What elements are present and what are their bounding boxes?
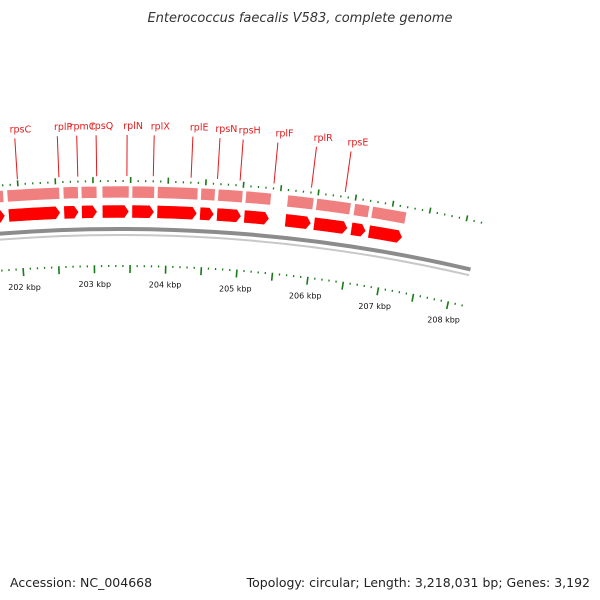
gene-label-leader (152, 135, 155, 177)
gene-feature-band (315, 197, 352, 216)
gene-label-rpsE: rpsE (347, 138, 368, 149)
kbp-tick-label: 207 kbp (358, 302, 391, 311)
gene-feature-band (62, 186, 79, 200)
gene-arrow (7, 206, 61, 223)
gene-label-leader (217, 138, 221, 180)
gene-feature-band (200, 187, 216, 202)
inner-tick-mark (341, 281, 345, 290)
map-title: Enterococcus faecalis V583, complete gen… (147, 11, 452, 26)
outer-tick-mark (391, 200, 395, 207)
gene-label-rplE: rplE (190, 123, 209, 134)
gene-feature-band (101, 185, 130, 199)
gene-label-leader (190, 136, 194, 178)
kbp-tick-label: 203 kbp (78, 280, 111, 289)
inner-tick-mark (306, 276, 309, 285)
gene-label-leader (239, 139, 244, 181)
gene-label-leader (311, 146, 317, 188)
gene-feature-band (286, 194, 315, 211)
inner-tick-mark (454, 302, 457, 305)
inner-tick-mark (200, 267, 203, 276)
inner-tick-mark (440, 299, 443, 302)
gene-label-leader (95, 135, 98, 177)
outer-tick-mark (451, 214, 453, 218)
genome-backbone (0, 227, 471, 277)
gene-arrow (216, 207, 242, 223)
gene-label-leader (14, 138, 18, 180)
gene-arrow (367, 224, 403, 244)
gene-feature-band (352, 203, 371, 219)
gene-arrow (63, 205, 80, 220)
gene-label-rplN: rplN (123, 121, 143, 132)
gene-label-rplP: rplP (54, 122, 73, 133)
gene-arrow (284, 213, 312, 230)
gene-feature-band (217, 188, 244, 204)
gene-feature-band (156, 186, 199, 201)
gene-label-leader (344, 151, 352, 193)
outer-tick-mark (480, 221, 483, 224)
gene-feature-band (6, 186, 61, 203)
inner-tick-mark (411, 293, 415, 302)
gene-label-leader (76, 135, 79, 177)
inner-tick-mark (235, 269, 238, 278)
inner-tick-mark (376, 287, 380, 296)
gene-arrow (102, 204, 130, 219)
kbp-tick-label: 202 kbp (8, 283, 41, 292)
outer-tick-mark (354, 194, 358, 201)
backbone-outer-line (0, 227, 471, 272)
gene-label-leader (273, 142, 279, 184)
gene-arrow (312, 216, 348, 235)
gene-feature-band (131, 185, 155, 199)
inner-tick-mark (445, 301, 450, 310)
kbp-tick-label: 208 kbp (427, 316, 460, 325)
kbp-tick-label: 204 kbp (149, 281, 182, 290)
gene-arrow (349, 222, 367, 237)
gene-feature-band (370, 205, 408, 225)
outer-tick-mark (465, 215, 469, 222)
gene-label-rpsQ: rpsQ (91, 121, 113, 132)
gene-label-rplF: rplF (275, 129, 293, 140)
gene-label-rpsH: rpsH (239, 126, 261, 137)
gene-arrow (131, 204, 155, 219)
genome-stats-text: Topology: circular; Length: 3,218,031 bp… (246, 575, 590, 590)
accession-text: Accession: NC_004668 (10, 575, 153, 590)
gene-arrow (199, 206, 215, 221)
gene-arrow (81, 204, 98, 219)
outer-tick-mark (280, 185, 283, 192)
gene-labels: rplWrplBrpsSrplVrpsCrplPrpmCrpsQrplNrplX… (10, 121, 368, 193)
gene-label-rpmC: rpmC (70, 122, 96, 133)
gene-feature-band (80, 185, 98, 199)
gene-label-rplR: rplR (314, 133, 334, 144)
gene-label-rpsC: rpsC (10, 124, 32, 135)
outer-tick-mark (428, 207, 432, 214)
outer-tick-mark (317, 189, 320, 196)
kbp-tick-label: 205 kbp (219, 285, 252, 294)
kbp-tick-label: 206 kbp (289, 292, 322, 301)
gene-label-leader (56, 136, 60, 178)
outer-tick-mark (242, 181, 245, 188)
gene-arrow (0, 209, 6, 223)
gene-label-rplX: rplX (151, 121, 171, 132)
gene-feature-band (0, 189, 5, 203)
backbone-inner-line (0, 233, 470, 277)
gene-feature-band (244, 190, 272, 206)
gene-arrow (156, 205, 198, 220)
gene-arrow (243, 209, 270, 225)
inner-tick-mark (22, 268, 25, 277)
inner-tick-mark (270, 272, 274, 281)
gene-track (0, 185, 408, 244)
gene-label-rpsN: rpsN (215, 124, 237, 135)
